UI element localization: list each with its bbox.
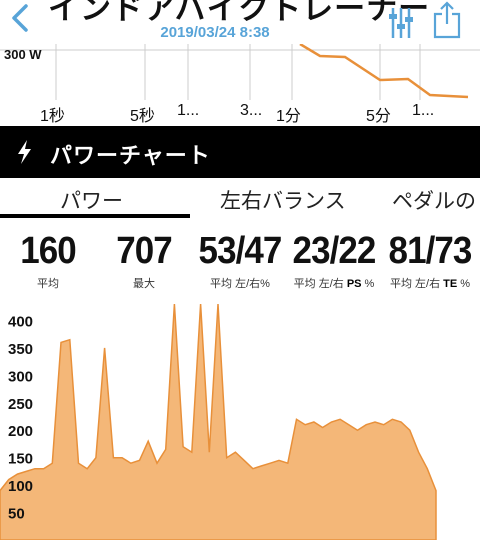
mini-power-curve: 300 W 1秒 5秒 1... 3... 1分 5分 1... <box>0 44 480 126</box>
settings-button[interactable] <box>386 4 416 42</box>
activity-date: 2019/03/24 8:38 <box>160 24 270 41</box>
section-title: パワーチャート <box>50 143 211 168</box>
mini-y-label: 300 W <box>4 47 42 62</box>
y-tick-label: 200 <box>8 423 33 440</box>
y-tick-label: 350 <box>8 341 33 358</box>
stat-label: 平均 <box>37 278 59 290</box>
mini-tick: 5秒 <box>130 108 155 125</box>
stat-torque-effectiveness: 81/73 平均 左/右 TE % <box>382 230 478 291</box>
mini-power-line <box>299 44 469 99</box>
stat-average-power: 160 平均 <box>8 230 88 291</box>
tab-bar: パワー 左右バランス ペダルの <box>0 178 480 222</box>
stat-label: 最大 <box>133 278 155 290</box>
stat-pedal-smoothness: 23/22 平均 左/右 PS % <box>286 230 382 291</box>
share-button[interactable] <box>431 0 463 40</box>
section-header: パワーチャート <box>0 126 480 178</box>
stat-value: 23/22 <box>292 230 377 272</box>
stat-value: 707 <box>116 230 172 272</box>
y-tick-label: 150 <box>8 451 33 468</box>
mini-tick: 3... <box>240 102 263 119</box>
stat-value: 81/73 <box>388 230 473 272</box>
mini-tick: 5分 <box>366 108 391 125</box>
tab-pedal[interactable]: ペダルの <box>392 190 476 213</box>
stat-max-power: 707 最大 <box>104 230 184 291</box>
stat-label: 平均 左/右 PS % <box>293 278 375 290</box>
mini-tick: 1分 <box>276 108 301 125</box>
y-tick-label: 100 <box>8 478 33 495</box>
stats-row: 160 平均 707 最大 53/47 平均 左/右% 23/22 平均 左/右… <box>0 222 480 300</box>
mini-tick: 1... <box>177 102 200 119</box>
stat-label: 平均 左/右 TE % <box>389 278 471 290</box>
power-chart-canvas: 50 100 150 200 250 300 350 400 <box>0 303 437 540</box>
power-chart: 50 100 150 200 250 300 350 400 <box>0 300 480 540</box>
active-tab-indicator <box>0 214 190 218</box>
y-tick-label: 50 <box>8 506 25 523</box>
tab-lr-balance[interactable]: 左右バランス <box>220 190 346 213</box>
stat-label: 平均 左/右% <box>210 278 270 290</box>
mini-chart-canvas <box>0 44 480 100</box>
y-tick-label: 400 <box>8 313 33 330</box>
stat-lr-balance: 53/47 平均 左/右% <box>194 230 286 291</box>
sliders-icon <box>389 8 413 38</box>
y-tick-label: 300 <box>8 368 33 385</box>
power-area <box>0 303 437 540</box>
stat-value: 160 <box>20 230 76 272</box>
stat-value: 53/47 <box>198 230 283 272</box>
back-button[interactable] <box>4 0 38 36</box>
mini-tick: 1... <box>412 102 435 119</box>
chevron-left-icon <box>12 4 28 32</box>
nav-bar: インドアバイクトレーナー 2019/03/24 8:38 <box>0 0 480 44</box>
page-title: インドアバイクトレーナー <box>48 0 431 26</box>
mini-tick: 1秒 <box>40 108 65 125</box>
y-tick-label: 250 <box>8 396 33 413</box>
share-icon <box>433 1 461 39</box>
lightning-icon <box>18 140 31 164</box>
tab-power[interactable]: パワー <box>60 190 123 213</box>
